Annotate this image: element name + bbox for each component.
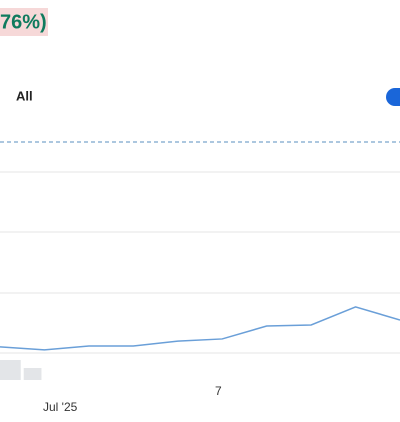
volume-bar [0, 360, 21, 380]
volume-bar [23, 368, 42, 380]
x-tick-label: Jul '25 [43, 400, 78, 414]
change-badge [0, 8, 48, 36]
range-all[interactable]: All [16, 88, 33, 103]
toggle[interactable] [386, 88, 400, 106]
x-tick-label: 7 [215, 384, 222, 398]
change-text: 76%) [0, 11, 47, 33]
price-line [0, 306, 400, 351]
